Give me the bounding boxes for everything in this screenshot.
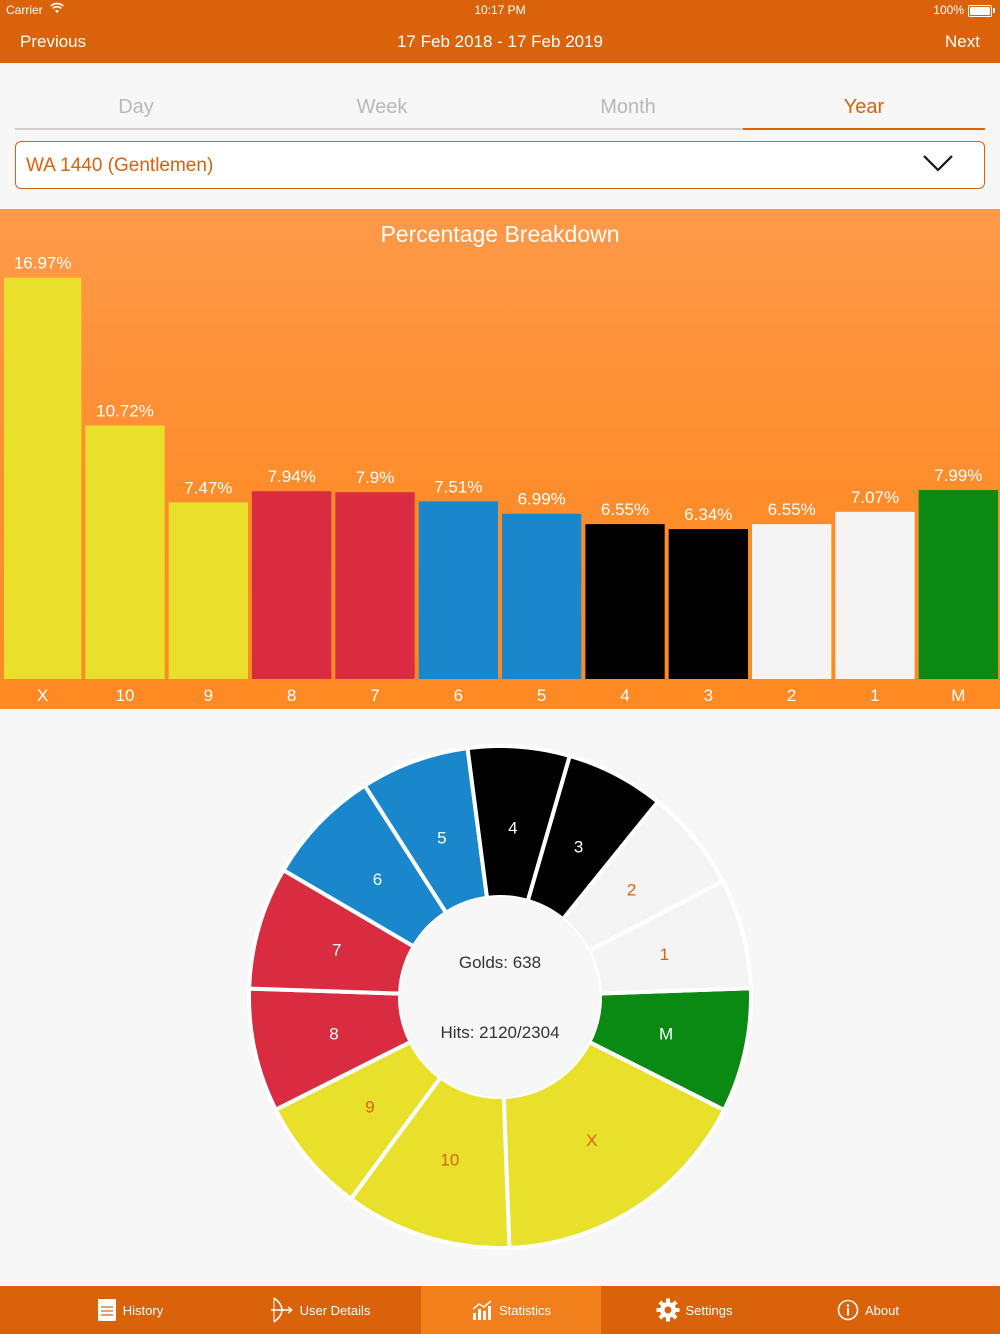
bar-5	[502, 513, 582, 679]
bar-8	[252, 491, 332, 679]
donut-hole	[400, 897, 600, 1097]
bottom-tab-bar: History User Details Statistics Settings…	[0, 1286, 1000, 1334]
carrier-label: Carrier	[6, 3, 43, 17]
tab-week[interactable]: Week	[356, 96, 408, 118]
battery-cap	[993, 8, 995, 13]
battery-icon	[968, 5, 992, 17]
category-tick-label: X	[37, 686, 48, 705]
bar-9	[168, 502, 248, 679]
slice-label: X	[586, 1131, 597, 1150]
category-axis-strip	[0, 679, 1000, 709]
tab-day[interactable]: Day	[118, 96, 154, 118]
category-tick-label: 8	[287, 686, 296, 705]
chart-title: Percentage Breakdown	[380, 221, 619, 247]
bar-chart-svg: Percentage Breakdown 16.97% X 10.72% 10 7.47…	[0, 221, 1000, 709]
tabbar-statistics-label: Statistics	[498, 1302, 551, 1318]
slice-label: M	[659, 1024, 673, 1043]
category-tick-label: 10	[116, 686, 135, 705]
archer-icon	[270, 1296, 294, 1324]
bar-value-label: 7.94%	[268, 467, 316, 486]
category-tick-label: 2	[787, 686, 796, 705]
slice-label: 6	[373, 870, 382, 889]
previous-button[interactable]: Previous	[20, 32, 87, 51]
bar-value-label: 7.07%	[851, 488, 899, 507]
slice-label: 10	[440, 1150, 459, 1169]
tabbar-history[interactable]: History	[40, 1286, 220, 1334]
bar-6	[418, 501, 498, 679]
period-tabs: Day Week Month Year	[15, 88, 985, 130]
bar-value-label: 10.72%	[96, 402, 154, 421]
bar-value-label: 7.9%	[356, 468, 395, 487]
slice-label: 5	[437, 828, 446, 847]
slice-label: 9	[365, 1098, 374, 1117]
bar-value-label: 6.99%	[518, 490, 566, 509]
tabbar-history-label: History	[122, 1302, 164, 1318]
bar-value-label: 16.97%	[14, 254, 72, 273]
hits-total: Hits: 2120/2304	[440, 1023, 559, 1042]
bar-2	[752, 524, 832, 679]
history-icon	[97, 1298, 117, 1322]
info-icon	[837, 1299, 859, 1321]
tabbar-settings-label: Settings	[685, 1302, 733, 1318]
category-tick-label: 3	[704, 686, 713, 705]
bar-X	[4, 277, 82, 679]
percentage-breakdown-chart: Percentage Breakdown 16.97% X 10.72% 10 7.47…	[0, 209, 1000, 709]
status-bar: Carrier 10:17 PM 100%	[0, 0, 1000, 20]
ring-distribution-chart: M X 10 9 8 7 6 5 4 3 2 1 Golds: 638 Hits: 2120/2304	[0, 709, 1000, 1286]
bar-value-label: 7.99%	[934, 466, 982, 485]
slice-label: 1	[660, 945, 669, 964]
date-range-title: 17 Feb 2018 - 17 Feb 2019	[396, 32, 604, 51]
bar-value-label: 7.51%	[434, 477, 482, 496]
chevron-down-icon	[922, 152, 954, 179]
bar-value-label: 6.34%	[684, 505, 732, 524]
tabbar-about[interactable]: About	[778, 1286, 958, 1334]
slice-label: 2	[627, 880, 636, 899]
bar-value-label: 6.55%	[601, 500, 649, 519]
tabbar-user-details[interactable]: User Details	[230, 1286, 410, 1334]
donut-chart-svg: M X 10 9 8 7 6 5 4 3 2 1 Golds: 638 Hits: 2120/2304	[247, 744, 753, 1250]
tab-year[interactable]: Year	[743, 88, 985, 130]
slice-label: 4	[508, 818, 517, 837]
gear-icon	[656, 1298, 680, 1322]
wifi-icon	[50, 2, 64, 17]
round-selector[interactable]: WA 1440 (Gentlemen)	[15, 141, 985, 189]
tabs-divider	[15, 128, 985, 130]
category-tick-label: 5	[537, 686, 546, 705]
next-button[interactable]: Next	[945, 32, 980, 51]
bar-10	[85, 425, 165, 679]
tabbar-settings[interactable]: Settings	[604, 1286, 784, 1334]
bar-1	[835, 511, 915, 679]
tabbar-user-details-label: User Details	[299, 1302, 371, 1318]
tabbar-about-label: About	[865, 1302, 899, 1318]
category-tick-label: 7	[370, 686, 379, 705]
bar-4	[585, 524, 665, 679]
golds-total: Golds: 638	[459, 953, 541, 972]
tabbar-statistics[interactable]: Statistics	[421, 1286, 601, 1334]
slice-label: 3	[574, 837, 583, 856]
round-selector-value: WA 1440 (Gentlemen)	[26, 155, 214, 176]
battery-percent: 100%	[933, 3, 964, 17]
bar-M	[918, 490, 998, 679]
statistics-icon	[471, 1299, 493, 1321]
slice-label: 7	[332, 941, 341, 960]
slice-label: 8	[329, 1024, 338, 1043]
nav-bar: Previous 17 Feb 2018 - 17 Feb 2019 Next	[0, 20, 1000, 63]
bar-3	[668, 529, 748, 679]
bar-7	[335, 492, 415, 679]
category-tick-label: 4	[620, 686, 629, 705]
bar-value-label: 6.55%	[768, 500, 816, 519]
category-tick-label: 9	[204, 686, 213, 705]
category-tick-label: M	[951, 686, 965, 705]
bar-value-label: 7.47%	[184, 478, 232, 497]
category-tick-label: 1	[870, 686, 879, 705]
category-tick-label: 6	[454, 686, 463, 705]
clock: 10:17 PM	[474, 3, 526, 17]
tab-month[interactable]: Month	[600, 96, 656, 118]
